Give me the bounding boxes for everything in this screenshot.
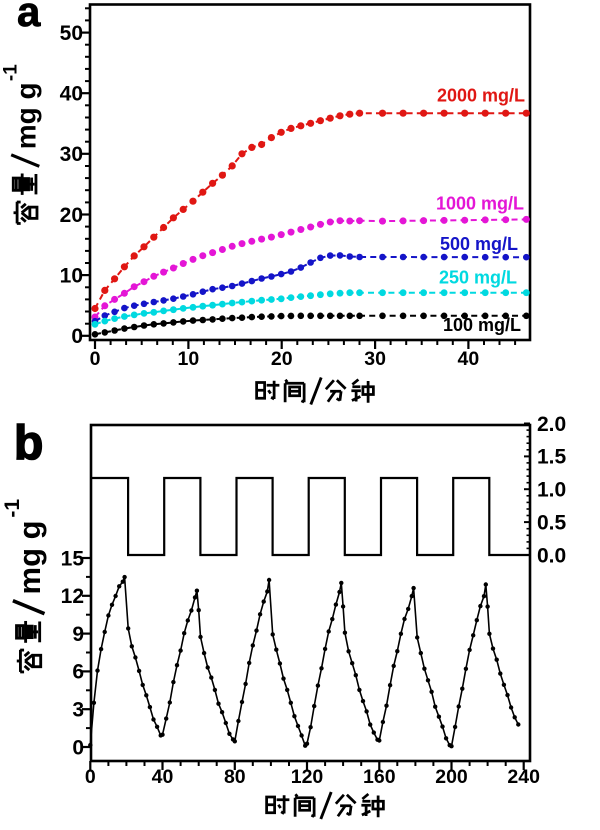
svg-text:80: 80	[224, 766, 246, 788]
svg-text:0.0: 0.0	[537, 544, 566, 567]
svg-text:3: 3	[72, 699, 84, 722]
svg-text:20: 20	[60, 204, 83, 227]
svg-text:0: 0	[72, 736, 84, 759]
svg-text:20: 20	[271, 348, 293, 370]
svg-text:250 mg/L: 250 mg/L	[439, 268, 517, 288]
svg-text:12: 12	[61, 585, 84, 608]
svg-text:40: 40	[60, 83, 83, 106]
svg-text:15: 15	[61, 547, 85, 570]
svg-text:0: 0	[71, 325, 83, 348]
svg-text:240: 240	[507, 766, 540, 788]
svg-text:-1: -1	[1, 499, 24, 518]
svg-text:40: 40	[458, 348, 480, 370]
svg-text:0: 0	[90, 348, 101, 370]
svg-text:30: 30	[364, 348, 386, 370]
svg-text:1.5: 1.5	[537, 446, 567, 469]
svg-text:30: 30	[60, 143, 83, 166]
svg-text:2.0: 2.0	[537, 413, 566, 436]
svg-text:500 mg/L: 500 mg/L	[440, 234, 518, 254]
svg-text:0: 0	[85, 766, 96, 788]
svg-text:1.0: 1.0	[537, 479, 566, 502]
svg-text:-1: -1	[0, 64, 21, 81]
svg-text:mg g: mg g	[10, 82, 41, 149]
svg-text:120: 120	[291, 766, 324, 788]
svg-text:a: a	[17, 0, 41, 35]
svg-text:9: 9	[72, 623, 84, 646]
svg-text:160: 160	[363, 766, 396, 788]
svg-text:50: 50	[60, 22, 83, 45]
svg-text:mg g: mg g	[12, 520, 47, 594]
svg-text:10: 10	[60, 264, 83, 287]
svg-text:b: b	[14, 417, 43, 470]
svg-text:0.5: 0.5	[537, 511, 567, 534]
svg-text:6: 6	[72, 661, 84, 684]
svg-text:2000 mg/L: 2000 mg/L	[437, 86, 525, 106]
svg-text:40: 40	[152, 766, 174, 788]
svg-text:200: 200	[435, 766, 468, 788]
svg-text:10: 10	[178, 348, 200, 370]
svg-text:1000 mg/L: 1000 mg/L	[436, 194, 524, 214]
svg-text:100 mg/L: 100 mg/L	[443, 315, 521, 335]
